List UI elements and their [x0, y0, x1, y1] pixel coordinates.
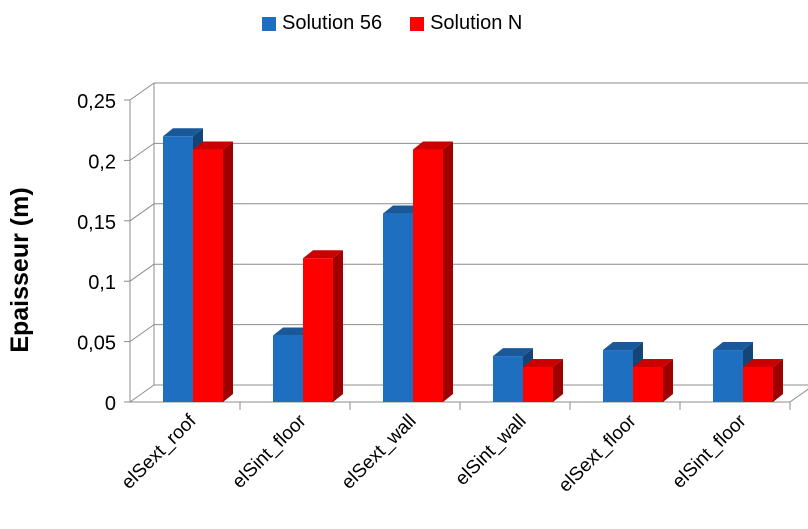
- gridline-side: [129, 384, 155, 403]
- gridline-side: [129, 263, 155, 282]
- bar-solution-56: [383, 213, 413, 402]
- bar-top: [713, 342, 753, 351]
- bar-solution-56: [713, 350, 743, 402]
- y-tick-label: 0,2: [88, 151, 116, 173]
- bar-solution-56: [273, 335, 303, 402]
- y-tick-label: 0,15: [77, 212, 116, 234]
- bar-top: [743, 358, 783, 367]
- x-tick-label: elSext_wall: [338, 411, 421, 494]
- bar-solution-n: [523, 366, 553, 402]
- bar-top: [633, 358, 673, 367]
- bar-solution-56: [493, 356, 523, 402]
- bar-solution-n: [303, 258, 333, 402]
- gridline-side: [129, 142, 155, 161]
- bar-side: [443, 141, 453, 402]
- gridline-side: [129, 203, 155, 222]
- legend: Solution 56 Solution N: [262, 12, 550, 35]
- legend-swatch-solution-56: [262, 16, 276, 31]
- legend-item-solution-56: Solution 56: [262, 12, 382, 35]
- bar-side: [333, 250, 343, 402]
- gridline-side: [129, 82, 155, 101]
- x-tick-label: elSext_floor: [555, 410, 641, 496]
- bar-solution-n: [193, 149, 223, 402]
- bar-top: [493, 348, 533, 357]
- bar-solution-n: [633, 366, 663, 402]
- bar-top: [303, 250, 343, 259]
- x-tick-label: elSint_wall: [451, 411, 530, 490]
- bar-solution-n: [743, 366, 773, 402]
- legend-swatch-solution-n: [410, 16, 425, 31]
- bar-solution-56: [603, 350, 633, 402]
- y-tick-label: 0,25: [77, 91, 116, 113]
- y-tick-label: 0,1: [88, 272, 116, 294]
- x-tick-label: elSint_floor: [228, 410, 311, 493]
- x-tick-label: elSext_roof: [118, 410, 201, 493]
- x-tick-label: elSint_floor: [668, 410, 751, 493]
- bar-side: [223, 141, 233, 402]
- legend-item-solution-n: Solution N: [410, 12, 522, 35]
- legend-label-solution-56: Solution 56: [282, 12, 383, 34]
- bar-top: [163, 128, 203, 137]
- bar-top: [413, 141, 453, 150]
- y-tick-label: 0: [105, 393, 116, 415]
- gridline-side: [129, 324, 155, 343]
- legend-label-solution-n: Solution N: [430, 12, 523, 34]
- bar-side: [663, 358, 673, 402]
- bar-solution-56: [163, 136, 193, 403]
- floor-edge: [789, 388, 808, 403]
- bar-top: [523, 358, 563, 367]
- bar-top: [603, 342, 643, 351]
- y-tick-label: 0,05: [77, 333, 116, 355]
- bar-side: [773, 358, 783, 402]
- bar-side: [553, 358, 563, 402]
- bar-solution-n: [413, 149, 443, 402]
- bar-top: [193, 141, 233, 150]
